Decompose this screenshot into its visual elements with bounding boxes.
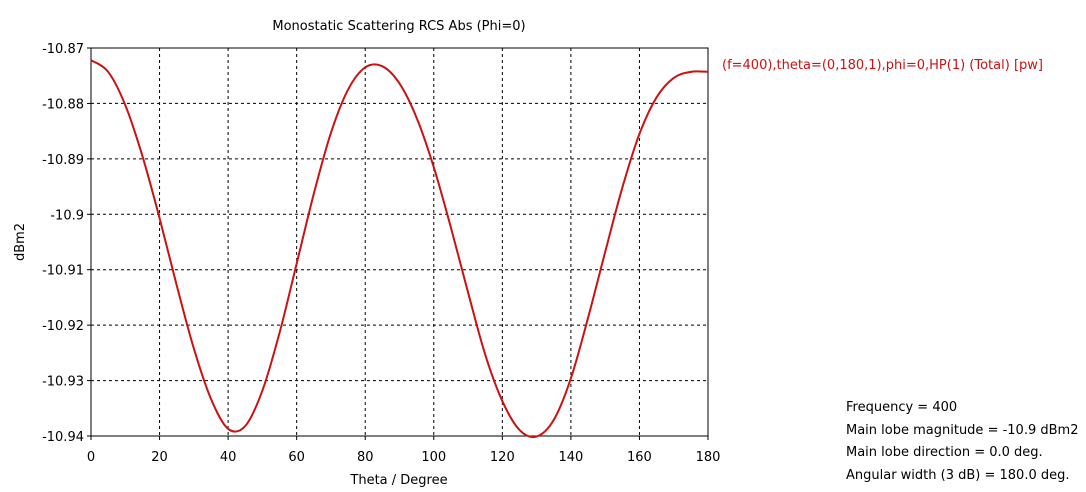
x-tick-label: 140 [558, 450, 583, 465]
y-tick-label: -10.94 [42, 430, 84, 445]
y-tick-label: -10.87 [42, 42, 84, 57]
x-tick-label: 100 [421, 450, 446, 465]
main-lobe-direction-text: Main lobe direction = 0.0 deg. [846, 445, 1043, 460]
main-lobe-magnitude-text: Main lobe magnitude = -10.9 dBm2 [846, 422, 1079, 438]
chart-title: Monostatic Scattering RCS Abs (Phi=0) [272, 19, 525, 34]
series-layer [90, 59, 709, 439]
y-axis-label: dBm2 [13, 223, 28, 261]
x-tick-label: 160 [627, 450, 652, 465]
legend-entry-series-1: (f=400),theta=(0,180,1),phi=0,HP(1) (Tot… [722, 58, 1043, 73]
x-tick-label: 80 [357, 450, 374, 465]
y-tick-label: -10.89 [42, 153, 84, 168]
x-tick-label: 60 [288, 450, 305, 465]
grid-lines [91, 48, 708, 436]
axis-ticks: 0 20 40 60 80 100 120 140 160 180 -10.87 -10.88 -10.… [42, 42, 720, 465]
x-tick-label: 120 [490, 450, 515, 465]
x-tick-label: 0 [87, 450, 95, 465]
x-tick-label: 40 [220, 450, 237, 465]
y-tick-label: -10.9 [50, 208, 84, 223]
summary-info-box: Frequency = 400 Main lobe magnitude = -1… [846, 397, 1078, 487]
x-axis-label: Theta / Degree [349, 473, 447, 488]
y-tick-label: -10.91 [42, 264, 84, 279]
y-tick-label: -10.92 [42, 319, 84, 334]
frequency-text: Frequency = 400 [846, 400, 958, 415]
x-tick-label: 20 [151, 450, 168, 465]
angular-width-text: Angular width (3 dB) = 180.0 deg. [846, 467, 1070, 483]
plot-area-frame [90, 47, 709, 437]
y-tick-label: -10.93 [42, 375, 84, 390]
x-tick-label: 180 [696, 450, 721, 465]
series-line-1 [90, 59, 709, 439]
y-tick-label: -10.88 [42, 97, 84, 112]
